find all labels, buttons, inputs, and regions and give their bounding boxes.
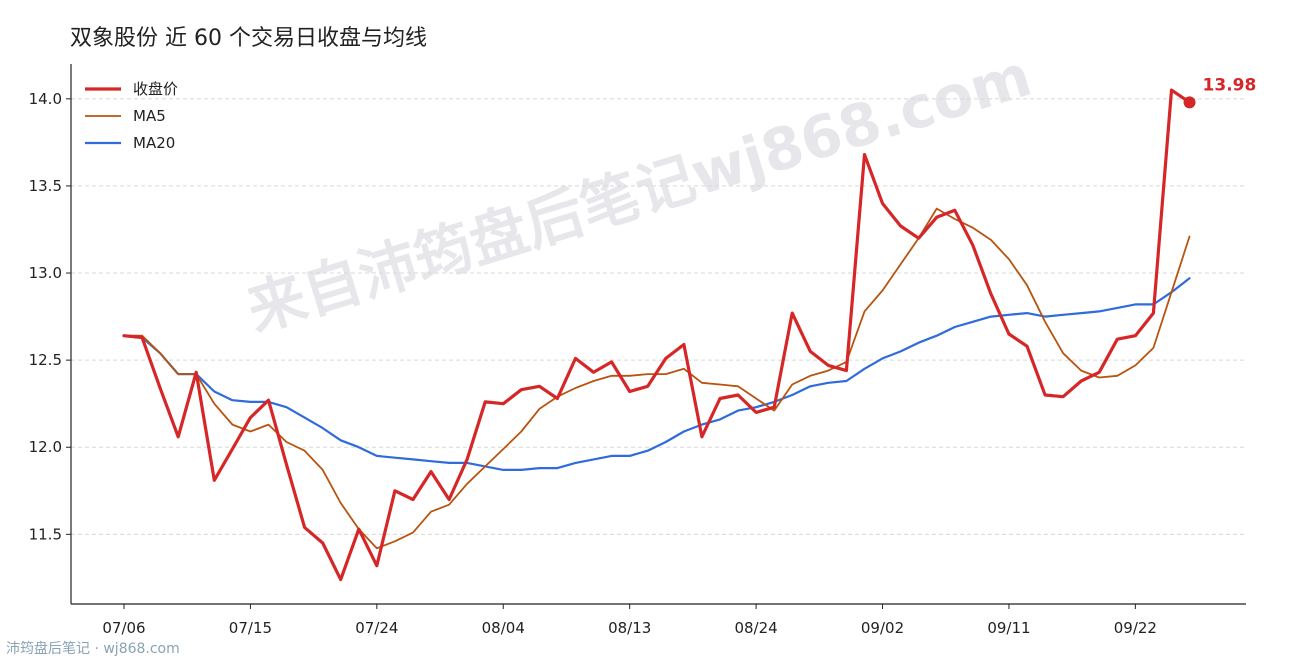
y-tick-label: 12.0 <box>29 438 62 456</box>
y-tick-label: 11.5 <box>29 525 62 543</box>
legend: 收盘价 MA5 MA20 <box>85 80 178 152</box>
y-tick-label: 13.5 <box>29 177 62 195</box>
legend-label-ma5: MA5 <box>133 107 166 125</box>
x-tick-label: 08/24 <box>734 619 777 637</box>
x-tick-label: 09/22 <box>1114 619 1157 637</box>
watermark-text: 来自沛筠盘后笔记wj868.com <box>239 41 1038 344</box>
x-tick-label: 08/13 <box>608 619 651 637</box>
footer-source: 沛筠盘后笔记 · wj868.com <box>6 641 180 657</box>
legend-label-ma20: MA20 <box>133 134 175 152</box>
series-line-close <box>122 88 1192 582</box>
y-tick-label: 13.0 <box>29 264 62 282</box>
x-tick-label: 07/24 <box>355 619 398 637</box>
last-close-label: 13.98 <box>1203 75 1257 95</box>
x-tick-label: 08/04 <box>482 619 525 637</box>
chart-title: 双象股份 近 60 个交易日收盘与均线 <box>70 26 427 51</box>
series-lines: 13.98 <box>122 75 1257 582</box>
axes: 11.5 12.0 12.5 13.0 13.5 14.0 07/06 07/15 07/24 0… <box>29 64 1246 637</box>
x-tick-label: 07/15 <box>229 619 272 637</box>
x-tick-label: 07/06 <box>102 619 145 637</box>
last-close-marker <box>1183 96 1196 109</box>
series-line-ma5 <box>123 207 1191 550</box>
legend-label-close: 收盘价 <box>133 80 178 98</box>
x-tick-label: 09/11 <box>987 619 1030 637</box>
series-line-ma20 <box>122 277 1191 471</box>
y-tick-label: 12.5 <box>29 351 62 369</box>
y-tick-label: 14.0 <box>29 90 62 108</box>
x-tick-label: 09/02 <box>861 619 904 637</box>
